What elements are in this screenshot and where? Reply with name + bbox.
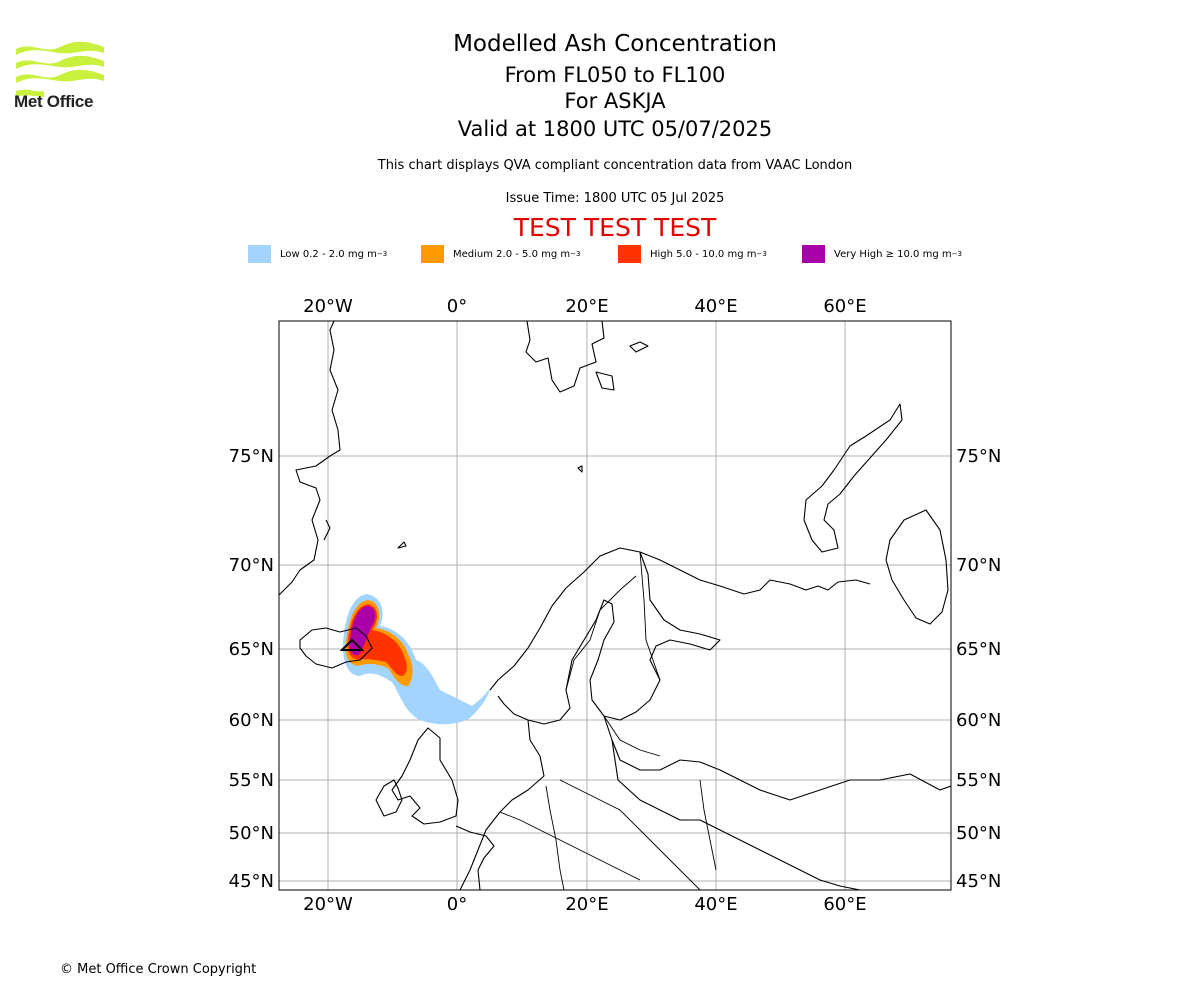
legend-exp-low: −3 (376, 250, 388, 258)
lon-tick-top: 60°E (823, 296, 866, 317)
lon-tick-top: 20°E (565, 296, 608, 317)
lat-tick-right: 45°N (956, 871, 1001, 892)
lon-ticks-top: 20°W 0° 20°E 40°E 60°E (303, 296, 866, 317)
lat-tick-left: 55°N (229, 770, 274, 791)
lon-ticks-bottom: 20°W 0° 20°E 40°E 60°E (303, 894, 866, 915)
lon-tick-top: 40°E (694, 296, 737, 317)
legend-label-very-high: Very High ≥ 10.0 mg m (834, 248, 952, 260)
valid-time: Valid at 1800 UTC 05/07/2025 (457, 117, 773, 141)
legend-item-high: High 5.0 - 10.0 mg m −3 (618, 244, 767, 264)
coastlines (279, 321, 951, 890)
lat-tick-right: 50°N (956, 823, 1001, 844)
legend-swatch-high (618, 245, 641, 263)
country-borders (499, 551, 717, 890)
lat-tick-left: 45°N (229, 871, 274, 892)
lat-tick-right: 75°N (956, 446, 1001, 467)
lat-ticks-left: 75°N 70°N 65°N 60°N 55°N 50°N 45°N (229, 446, 274, 892)
chart-title: Modelled Ash Concentration (453, 31, 777, 57)
lon-tick-bottom: 20°E (565, 894, 608, 915)
lat-tick-right: 60°N (956, 710, 1001, 731)
lat-tick-right: 70°N (956, 555, 1001, 576)
legend-exp-very-high: −3 (951, 250, 962, 258)
lat-tick-right: 65°N (956, 639, 1001, 660)
ash-low (342, 594, 490, 725)
data-source-note: This chart displays QVA compliant concen… (377, 158, 853, 173)
lon-tick-bottom: 60°E (823, 894, 866, 915)
graticule (279, 321, 951, 890)
lat-tick-left: 50°N (229, 823, 274, 844)
lat-tick-left: 60°N (229, 710, 274, 731)
legend-item-medium: Medium 2.0 - 5.0 mg m −3 (421, 244, 580, 264)
test-banner: TEST TEST TEST (513, 213, 717, 242)
ash-plume (339, 594, 490, 725)
lon-tick-bottom: 0° (447, 894, 467, 915)
legend-swatch-low (248, 245, 271, 263)
logo-wordmark: Met Office (14, 92, 94, 111)
lat-tick-left: 70°N (229, 555, 274, 576)
volcano-marker (339, 638, 365, 651)
lat-tick-left: 75°N (229, 446, 274, 467)
volcano-name: For ASKJA (564, 89, 666, 113)
map-frame (278, 320, 952, 891)
legend-label-high: High 5.0 - 10.0 mg m (650, 248, 757, 260)
lat-tick-left: 65°N (229, 639, 274, 660)
legend-exp-high: −3 (756, 250, 767, 258)
lon-tick-bottom: 20°W (303, 894, 353, 915)
legend-label-medium: Medium 2.0 - 5.0 mg m (453, 248, 571, 260)
legend-item-low: Low 0.2 - 2.0 mg m −3 (248, 244, 387, 264)
legend-swatch-medium (421, 245, 444, 263)
level-range: From FL050 to FL100 (504, 63, 726, 87)
lat-tick-right: 55°N (956, 770, 1001, 791)
lon-tick-bottom: 40°E (694, 894, 737, 915)
issue-time: Issue Time: 1800 UTC 05 Jul 2025 (505, 191, 725, 206)
legend-exp-medium: −3 (570, 250, 581, 258)
legend-label-low: Low 0.2 - 2.0 mg m (280, 248, 377, 260)
legend-swatch-very-high (802, 245, 825, 263)
lon-tick-top: 0° (447, 296, 467, 317)
lat-ticks-right: 75°N 70°N 65°N 60°N 55°N 50°N 45°N (956, 446, 1001, 892)
lon-tick-top: 20°W (303, 296, 353, 317)
legend: Low 0.2 - 2.0 mg m −3 Medium 2.0 - 5.0 mg… (0, 244, 1200, 264)
legend-item-very-high: Very High ≥ 10.0 mg m −3 (802, 244, 962, 264)
copyright: © Met Office Crown Copyright (60, 962, 257, 977)
met-office-logo (16, 41, 104, 97)
